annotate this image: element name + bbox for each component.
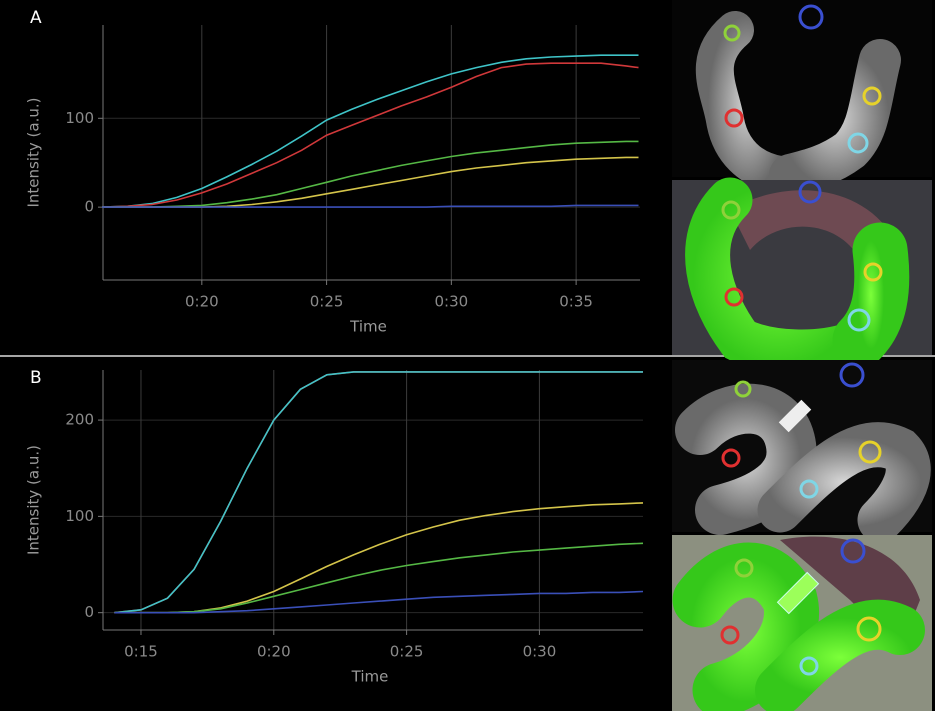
y-tick-label: 0 — [84, 603, 94, 621]
x-tick-label: 0:35 — [559, 293, 593, 311]
x-tick-label: 0:20 — [185, 293, 219, 311]
photo-b-overlay — [672, 535, 932, 711]
y-axis-title: Intensity (a.u.) — [25, 98, 43, 208]
x-tick-label: 0:30 — [523, 643, 557, 661]
x-tick-label: 0:30 — [435, 293, 469, 311]
y-tick-label: 200 — [65, 411, 94, 429]
x-tick-label: 0:20 — [257, 643, 291, 661]
x-axis-title: Time — [349, 318, 387, 336]
photo-a-nir — [672, 0, 932, 196]
series-line — [101, 62, 639, 208]
x-tick-label: 0:25 — [310, 293, 344, 311]
panel-label: B — [30, 368, 42, 388]
y-axis-title: Intensity (a.u.) — [25, 445, 43, 555]
series-line — [102, 204, 639, 208]
photo-a-overlay — [672, 177, 932, 375]
series-line — [114, 371, 643, 614]
x-tick-label: 0:15 — [124, 643, 158, 661]
series-line — [114, 590, 644, 614]
panel-label: A — [30, 8, 42, 28]
x-tick-label: 0:25 — [390, 643, 424, 661]
y-tick-label: 0 — [84, 198, 94, 216]
series-line — [101, 54, 639, 208]
x-axis-title: Time — [351, 668, 389, 686]
photo-b-nir — [672, 360, 932, 543]
series-line — [102, 140, 639, 208]
series-line — [114, 542, 644, 614]
y-tick-label: 100 — [65, 507, 94, 525]
y-tick-label: 100 — [65, 109, 94, 127]
